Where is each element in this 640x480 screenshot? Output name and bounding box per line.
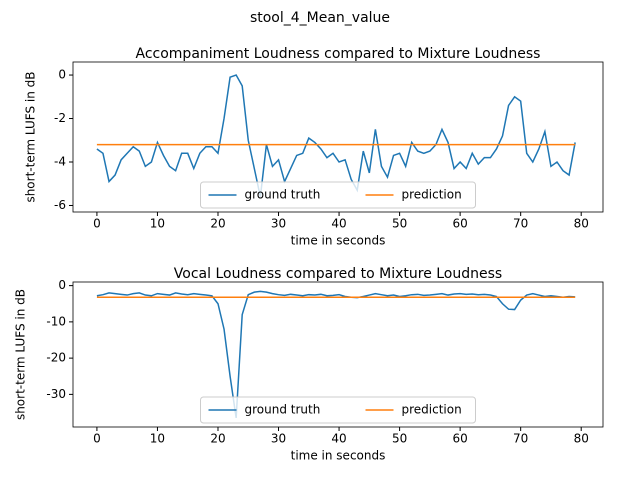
y-axis-label: short-term LUFS in dB	[24, 71, 38, 202]
legend-box	[200, 181, 476, 209]
x-tick-label: 50	[392, 432, 407, 446]
legend-label: ground truth	[245, 403, 321, 417]
y-tick-label: 0	[58, 68, 66, 82]
x-tick-label: 20	[210, 432, 225, 446]
x-tick-label: 70	[513, 432, 528, 446]
x-tick-label: 30	[271, 217, 286, 231]
x-tick-label: 10	[150, 432, 165, 446]
figure-title: stool_4_Mean_value	[250, 10, 390, 26]
y-tick-label: -30	[46, 387, 66, 401]
y-tick-label: -10	[46, 314, 66, 328]
axes-frame	[72, 281, 604, 428]
x-tick-label: 20	[210, 217, 225, 231]
y-tick-label: -4	[54, 155, 66, 169]
x-tick-label: 70	[513, 217, 528, 231]
x-tick-label: 40	[331, 432, 346, 446]
x-tick-label: 0	[93, 217, 101, 231]
x-tick-label: 50	[392, 217, 407, 231]
x-tick-label: 80	[574, 217, 589, 231]
y-tick-label: -6	[54, 198, 66, 212]
legend-label: prediction	[402, 403, 462, 417]
y-tick-label: -20	[46, 351, 66, 365]
axes-frame	[72, 61, 604, 213]
x-tick-label: 10	[150, 217, 165, 231]
legend-label: ground truth	[245, 188, 321, 202]
x-tick-label: 80	[574, 432, 589, 446]
y-tick-label: 0	[58, 278, 66, 292]
y-axis-label: short-term LUFS in dB	[14, 289, 28, 420]
axes-title: Accompaniment Loudness compared to Mixtu…	[136, 46, 541, 62]
x-tick-label: 60	[452, 217, 467, 231]
x-axis-label: time in seconds	[291, 449, 386, 463]
legend-box	[200, 396, 476, 424]
y-tick-label: -2	[54, 111, 66, 125]
x-axis-label: time in seconds	[291, 234, 386, 248]
x-tick-label: 30	[271, 432, 286, 446]
x-tick-label: 60	[452, 432, 467, 446]
axes-title: Vocal Loudness compared to Mixture Loudn…	[174, 266, 502, 282]
x-tick-label: 40	[331, 217, 346, 231]
legend-label: prediction	[402, 188, 462, 202]
series-line	[96, 74, 576, 197]
x-tick-label: 0	[93, 432, 101, 446]
series-line	[96, 290, 576, 419]
